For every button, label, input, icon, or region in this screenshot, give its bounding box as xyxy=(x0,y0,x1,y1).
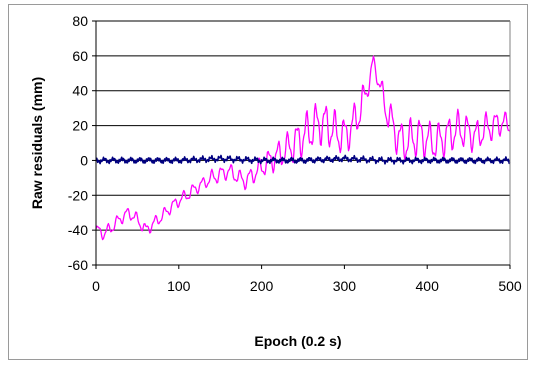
series-line-1 xyxy=(95,154,511,165)
y-tick-label-6: -40 xyxy=(68,222,88,238)
y-tick-label-7: -60 xyxy=(68,257,88,273)
y-tick-label-3: 20 xyxy=(72,118,88,134)
x-tick-label-5: 500 xyxy=(498,278,522,294)
x-tick-label-2: 200 xyxy=(250,278,274,294)
y-axis-title: Raw residuals (mm) xyxy=(29,77,45,209)
x-tick-label-0: 0 xyxy=(92,278,100,294)
y-tick-label-4: 0 xyxy=(80,152,88,168)
y-tick-label-0: 80 xyxy=(72,13,88,29)
y-tick-label-1: 60 xyxy=(72,48,88,64)
y-tick-label-2: 40 xyxy=(72,83,88,99)
x-tick-label-3: 300 xyxy=(333,278,357,294)
x-axis-title: Epoch (0.2 s) xyxy=(254,333,341,349)
x-tick-label-4: 400 xyxy=(416,278,440,294)
x-tick-label-1: 100 xyxy=(167,278,191,294)
series-line-0 xyxy=(95,55,511,241)
y-tick-label-5: -20 xyxy=(68,187,88,203)
